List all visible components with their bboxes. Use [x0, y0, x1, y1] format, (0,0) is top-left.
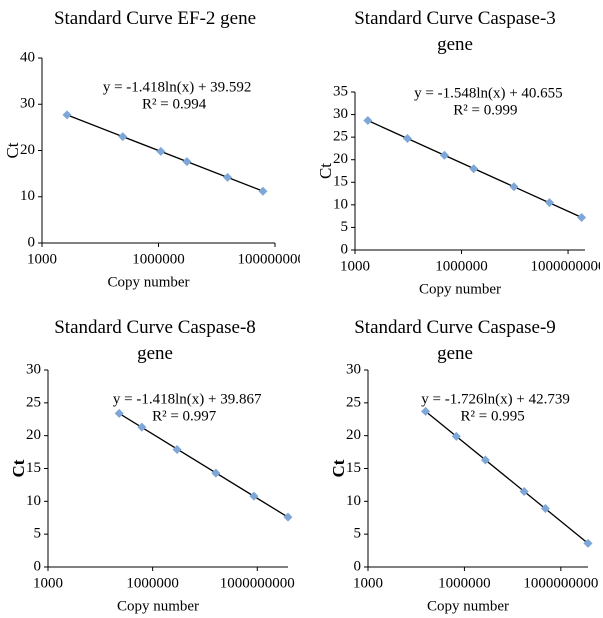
y-tick-label: 30: [346, 361, 361, 377]
data-point: [480, 455, 490, 465]
data-point: [118, 132, 128, 142]
equation: y = -1.418ln(x) + 39.592: [103, 79, 252, 95]
y-tick-label: 40: [20, 49, 35, 65]
equation: y = -1.726ln(x) + 42.739: [421, 391, 570, 407]
y-tick-label: 5: [354, 526, 362, 542]
y-tick-label: 25: [333, 129, 348, 145]
y-tick-label: 15: [333, 174, 348, 190]
data-point: [519, 486, 529, 496]
y-tick-label: 0: [354, 558, 362, 574]
y-tick-label: 10: [333, 196, 348, 212]
equation: y = -1.418ln(x) + 39.867: [113, 391, 262, 407]
y-tick-label: 20: [346, 427, 361, 443]
chart: 0 5 10 15 20 25 30 1000 1000000 1000000000 Copy nu…: [329, 361, 598, 614]
x-tick-label: 1000000: [132, 251, 185, 267]
data-point: [469, 164, 479, 174]
y-tick-label: 5: [341, 219, 349, 235]
trendline: [118, 412, 289, 518]
chart-panel: Standard Curve Caspase-8 gene 0 5 10 15 20 25 3…: [0, 309, 300, 618]
y-tick-label: 30: [333, 106, 348, 122]
data-point: [182, 157, 192, 167]
r-squared: R² = 0.997: [152, 408, 217, 424]
data-point: [283, 512, 293, 522]
data-point: [62, 110, 72, 120]
data-point: [577, 212, 587, 222]
y-tick-label: 20: [333, 151, 348, 167]
x-tick-label: 1000000: [126, 575, 179, 591]
data-point: [544, 198, 554, 208]
x-tick-label: 1000: [27, 251, 57, 267]
x-axis-label: Copy number: [107, 274, 189, 290]
chart-panel: Standard Curve EF-2 gene 0 10 20 30 40 1000 100…: [0, 0, 300, 309]
data-point: [137, 422, 147, 432]
y-tick-label: 10: [26, 493, 41, 509]
y-axis-label: Ct: [329, 459, 348, 477]
chart-panel: Standard Curve Caspase-9 gene 0 5 10 15 20 25 3…: [300, 309, 600, 618]
y-tick-label: 0: [34, 558, 42, 574]
x-axis-label: Copy number: [117, 598, 199, 614]
r-squared: R² = 0.995: [460, 408, 524, 424]
data-point: [114, 408, 124, 418]
y-tick-label: 25: [26, 394, 41, 410]
y-tick-label: 0: [28, 234, 36, 250]
data-point: [156, 146, 166, 156]
chart: 0 10 20 30 40 1000 1000000 1000000000 Copy numbe…: [3, 49, 301, 290]
x-tick-label: 1000000: [438, 575, 491, 591]
chart-title: Standard Curve Caspase-8 gene: [54, 317, 256, 364]
y-tick-label: 20: [26, 427, 41, 443]
x-tick-label: 1000: [340, 258, 370, 274]
r-squared: R² = 0.994: [142, 96, 207, 112]
y-tick-label: 30: [26, 361, 41, 377]
x-axis-label: Copy number: [427, 598, 509, 614]
chart-title: Standard Curve EF-2 gene: [53, 8, 257, 29]
x-tick-label: 1000000000: [531, 258, 600, 274]
x-tick-label: 1000: [353, 575, 383, 591]
x-tick-label: 1000: [33, 575, 63, 591]
y-axis-label: Ct: [9, 459, 28, 477]
data-point: [583, 538, 593, 548]
chart-title: Standard Curve Caspase-3 gene: [354, 8, 556, 55]
equation: y = -1.548ln(x) + 40.655: [414, 85, 563, 101]
data-point: [509, 182, 519, 192]
chart: 0 5 10 15 20 25 30 35 1000 1000000 1000000000 Copy …: [316, 83, 600, 297]
y-axis-label: Ct: [3, 142, 22, 158]
data-point: [211, 468, 221, 478]
data-point: [363, 115, 373, 125]
y-tick-label: 10: [346, 493, 361, 509]
data-point: [249, 491, 259, 501]
chart: 0 5 10 15 20 25 30 1000 1000000 1000000000 Copy nu…: [9, 361, 295, 614]
x-tick-label: 1000000000: [523, 575, 598, 591]
y-tick-label: 0: [341, 241, 349, 257]
y-tick-label: 5: [34, 526, 42, 542]
data-point: [540, 504, 550, 514]
x-tick-label: 1000000000: [220, 575, 295, 591]
chart-panel: Standard Curve Caspase-3 gene 0 5 10 15 20 25 3…: [300, 0, 600, 309]
r-squared: R² = 0.999: [453, 102, 517, 118]
y-axis-label: Ct: [316, 163, 335, 179]
chart-title: Standard Curve Caspase-9 gene: [354, 317, 556, 364]
y-tick-label: 30: [20, 96, 35, 112]
data-point: [439, 150, 449, 160]
y-tick-label: 25: [346, 394, 361, 410]
x-tick-label: 1000000: [435, 258, 488, 274]
data-point: [172, 444, 182, 454]
data-point: [258, 186, 268, 196]
data-point: [451, 431, 461, 441]
x-tick-label: 1000000000: [238, 251, 301, 267]
y-tick-label: 35: [333, 83, 348, 99]
data-point: [421, 406, 431, 416]
y-tick-label: 10: [20, 188, 35, 204]
data-point: [223, 172, 233, 182]
trendline: [425, 410, 589, 544]
data-point: [402, 133, 412, 143]
trendline: [66, 114, 264, 192]
y-tick-label: 15: [26, 460, 41, 476]
x-axis-label: Copy number: [419, 281, 501, 297]
y-tick-label: 20: [20, 142, 35, 158]
y-tick-label: 15: [346, 460, 361, 476]
